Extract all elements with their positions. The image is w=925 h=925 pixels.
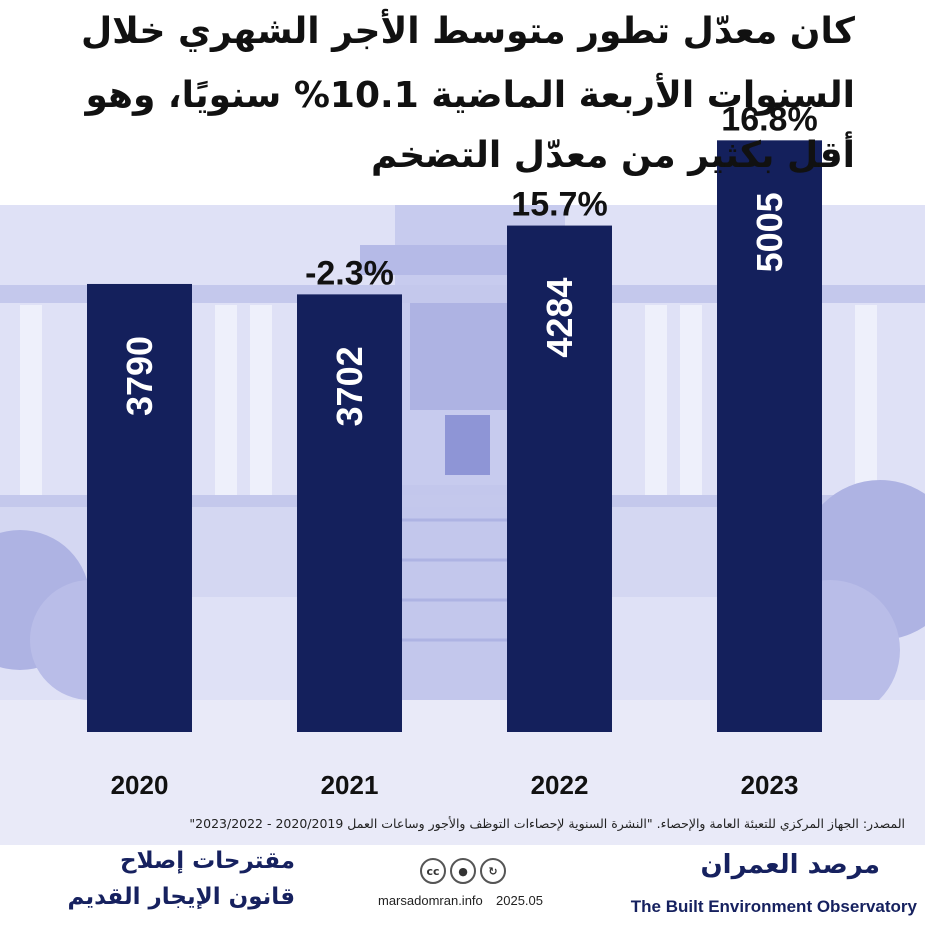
source-note: المصدر: الجهاز المركزي للتعبئة العامة وا… — [189, 816, 905, 831]
cc-icon: cc — [420, 858, 446, 884]
title-line-2: السنوات الأربعة الماضية 10.1% سنويًا، وه… — [85, 75, 855, 116]
value-label-2020: 3790 — [119, 336, 160, 416]
attribution-icon: ● — [450, 858, 476, 884]
org-name-english: The Built Environment Observatory — [630, 897, 917, 916]
value-label-2022: 4284 — [539, 278, 580, 358]
title-line-3: أقل بكثير من معدّل التضخم — [371, 135, 855, 176]
campaign-title-line-2: قانون الإيجار القديم — [67, 884, 295, 910]
category-label-2022: 2022 — [531, 770, 589, 800]
bar-2022 — [507, 225, 612, 732]
license-badge: cc ● ↻ — [420, 858, 506, 884]
org-logo-arabic: مرصد العمران — [700, 850, 880, 880]
website-url: marsadomran.info — [378, 893, 483, 908]
growth-label-2021: -2.3% — [305, 254, 394, 292]
category-label-2020: 2020 — [111, 770, 169, 800]
title-line-1: كان معدّل تطور متوسط الأجر الشهري خلال — [80, 11, 855, 52]
value-label-2023: 5005 — [749, 192, 790, 272]
bar-2023 — [717, 140, 822, 732]
category-label-2021: 2021 — [321, 770, 379, 800]
bar-2021 — [297, 294, 402, 732]
noncommercial-icon: ↻ — [480, 858, 506, 884]
growth-label-2022: 15.7% — [511, 186, 607, 224]
campaign-title-line-1: مقترحات إصلاح — [120, 848, 295, 874]
value-label-2021: 3702 — [329, 346, 370, 426]
growth-label-2023: 16.8% — [721, 100, 817, 138]
bar-2020 — [87, 283, 192, 732]
category-label-2023: 2023 — [741, 770, 799, 800]
publication-date: 2025.05 — [496, 893, 543, 908]
